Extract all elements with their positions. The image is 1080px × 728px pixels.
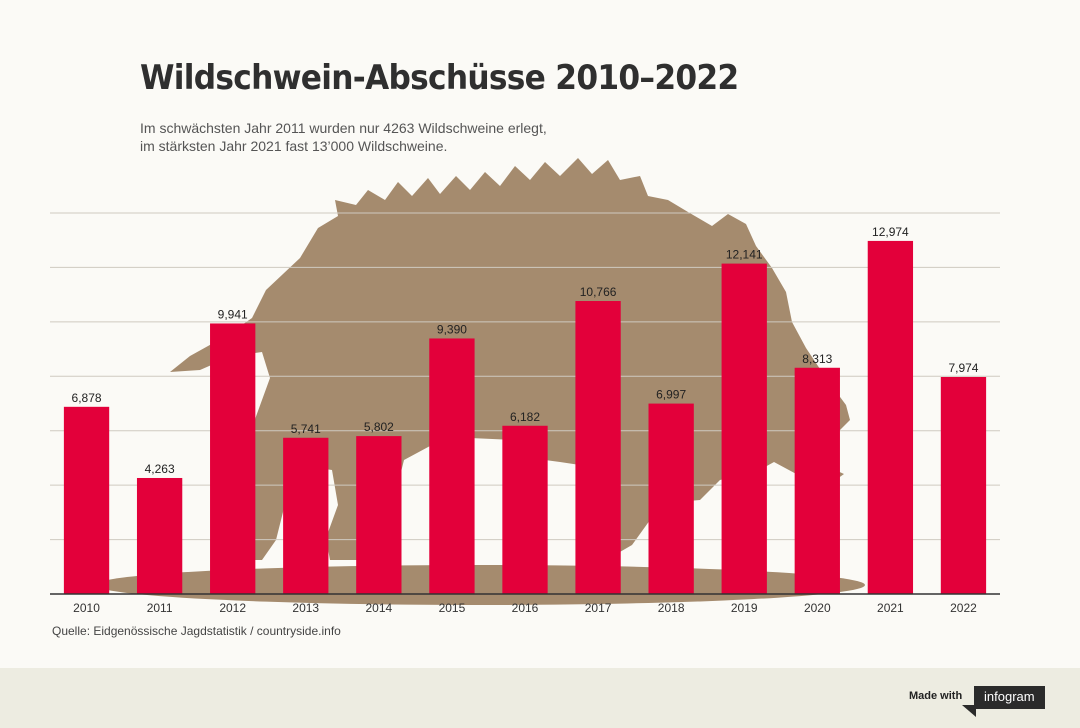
x-tick-label: 2010 [73,601,100,615]
bar-2013[interactable] [283,437,329,594]
x-tick-label: 2011 [147,601,173,615]
x-tick-label: 2021 [877,601,904,615]
bar-2016[interactable] [502,425,548,594]
subtitle-line: Im schwächsten Jahr 2011 wurden nur 4263… [140,120,547,136]
bar-value-label: 4,263 [145,462,175,476]
chart-title: Wildschwein-Abschüsse 2010–2022 [140,58,739,98]
bar-2010[interactable] [63,406,110,594]
bar-2018[interactable] [648,403,694,594]
x-tick-label: 2014 [365,601,392,615]
bar-2019[interactable] [721,263,767,594]
bar-value-label: 9,941 [218,307,248,321]
bar-value-label: 9,390 [437,322,467,336]
made-with-label: Made with [909,690,963,702]
bar-2012[interactable] [210,323,256,594]
bar-value-label: 12,141 [726,248,763,262]
bar-2014[interactable] [356,436,402,594]
bar-chart: 6,878 4,263 9,941 5,741 5,802 9,390 6,182 10,76… [50,158,1000,615]
x-tick-label: 2020 [804,601,831,615]
bar-value-label: 10,766 [580,285,617,299]
x-tick-label: 2016 [512,601,539,615]
bar-value-label: 6,182 [510,410,540,424]
x-tick-labels: 2010 2011 2012 2013 2014 2015 2016 2017 2018 2019… [73,601,977,615]
bar-2020[interactable] [794,367,840,594]
bar-2011[interactable] [136,477,183,594]
bar-value-label: 6,997 [656,388,686,402]
bar-2015[interactable] [429,338,475,594]
bar-2021[interactable] [867,240,914,594]
bar-value-label: 6,878 [72,391,102,405]
infogram-logo-link[interactable]: infogram [974,686,1045,709]
x-tick-label: 2015 [439,601,466,615]
source-note: Quelle: Eidgenössische Jagdstatistik / c… [52,624,341,638]
bar-2022[interactable] [940,376,987,594]
chart-subtitle: Im schwächsten Jahr 2011 wurden nur 4263… [140,119,547,155]
bar-value-label: 5,802 [364,420,394,434]
x-tick-label: 2018 [658,601,685,615]
brand-logo-tail [962,705,976,717]
x-tick-label: 2022 [950,601,977,615]
bar-value-label: 12,974 [872,225,909,239]
x-tick-label: 2017 [585,601,612,615]
x-tick-label: 2013 [292,601,319,615]
subtitle-line: im stärksten Jahr 2021 fast 13’000 Wilds… [140,138,448,154]
bar-value-label: 8,313 [802,352,832,366]
bar-value-label: 7,974 [948,361,978,375]
footer-bar [0,668,1080,728]
x-tick-label: 2019 [731,601,758,615]
bar-2017[interactable] [575,301,621,594]
bar-value-label: 5,741 [291,422,321,436]
bars: 6,878 4,263 9,941 5,741 5,802 9,390 6,182 10,76… [63,225,987,594]
x-tick-label: 2012 [219,601,246,615]
